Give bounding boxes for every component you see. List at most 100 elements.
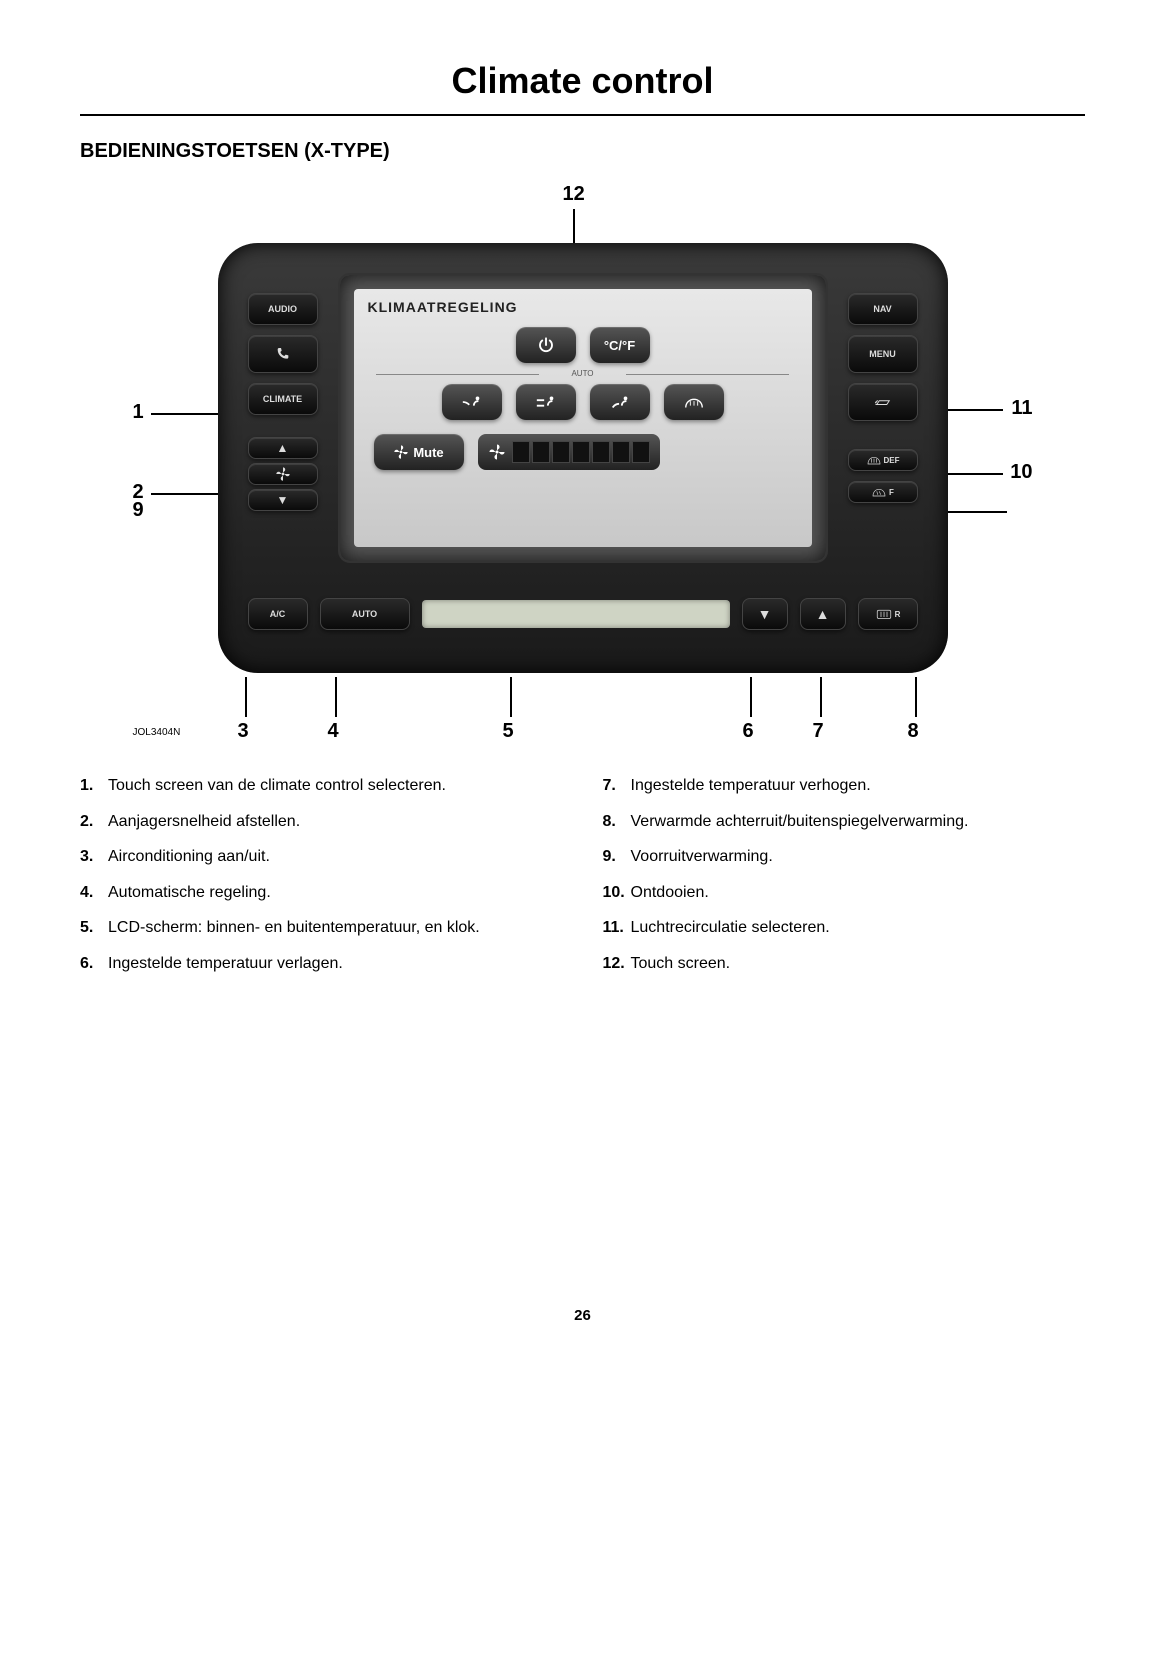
right-column: 7.Ingestelde temperatuur verhogen.8.Verw… — [603, 773, 1086, 987]
bottom-strip: A/C AUTO ▼ ▲ R — [248, 593, 918, 635]
list-item: 12.Touch screen. — [603, 951, 1086, 977]
defrost-icon — [866, 452, 882, 468]
callout-line — [943, 473, 1003, 475]
list-item: 6.Ingestelde temperatuur verlagen. — [80, 951, 563, 977]
ac-button[interactable]: A/C — [248, 598, 308, 630]
defrost-button[interactable]: DEF — [848, 449, 918, 471]
fan-button[interactable] — [248, 463, 318, 485]
item-number: 10. — [603, 880, 631, 906]
windshield-icon — [871, 484, 887, 500]
list-item: 1.Touch screen van de climate control se… — [80, 773, 563, 799]
item-number: 8. — [603, 809, 631, 835]
list-item: 9.Voorruitverwarming. — [603, 844, 1086, 870]
callout-line — [943, 409, 1003, 411]
callout-7: 7 — [813, 720, 824, 743]
defrost-label: DEF — [884, 456, 900, 465]
item-text: Touch screen van de climate control sele… — [108, 773, 446, 799]
climate-button[interactable]: CLIMATE — [248, 383, 318, 415]
list-item: 5.LCD-scherm: binnen- en buitentemperatu… — [80, 915, 563, 941]
section-title: BEDIENINGSTOETSEN (X-TYPE) — [80, 140, 1085, 163]
list-item: 10.Ontdooien. — [603, 880, 1086, 906]
fan-down-button[interactable]: ▼ — [248, 489, 318, 511]
callout-line — [510, 677, 512, 717]
description-columns: 1.Touch screen van de climate control se… — [80, 773, 1085, 987]
item-number: 7. — [603, 773, 631, 799]
callout-line — [151, 493, 229, 495]
callout-line — [943, 511, 1007, 513]
windshield-heat-button[interactable]: F — [848, 481, 918, 503]
item-number: 11. — [603, 915, 631, 941]
callout-10: 10 — [1010, 461, 1032, 484]
callout-line — [820, 677, 822, 717]
screen-frame: KLIMAATREGELING °C/°F AUTO — [338, 273, 828, 563]
item-text: Verwarmde achterruit/buitenspiegelverwar… — [631, 809, 969, 835]
mute-button[interactable]: Mute — [374, 434, 464, 470]
list-item: 3.Airconditioning aan/uit. — [80, 844, 563, 870]
temp-unit-button[interactable]: °C/°F — [590, 327, 650, 363]
item-text: Ingestelde temperatuur verhogen. — [631, 773, 871, 799]
callout-line — [335, 677, 337, 717]
touch-screen[interactable]: KLIMAATREGELING °C/°F AUTO — [354, 289, 812, 547]
screen-title: KLIMAATREGELING — [368, 299, 798, 315]
callout-line — [750, 677, 752, 717]
fan-icon — [273, 466, 293, 482]
temp-down-button[interactable]: ▼ — [742, 598, 788, 630]
front-label: F — [889, 488, 894, 497]
auto-button[interactable]: AUTO — [320, 598, 410, 630]
menu-button[interactable]: MENU — [848, 335, 918, 373]
item-number: 12. — [603, 951, 631, 977]
callout-1: 1 — [133, 401, 144, 424]
callout-line — [915, 677, 917, 717]
fan-small-icon — [393, 443, 409, 461]
air-mode-foot-button[interactable] — [590, 384, 650, 420]
rear-defrost-button[interactable]: R — [858, 598, 918, 630]
item-text: Ingestelde temperatuur verlagen. — [108, 951, 343, 977]
climate-control-panel: AUDIO CLIMATE ▲ ▼ NAV MENU — [218, 243, 948, 673]
phone-button[interactable] — [248, 335, 318, 373]
power-button[interactable] — [516, 327, 576, 363]
audio-button[interactable]: AUDIO — [248, 293, 318, 325]
auto-divider: AUTO — [368, 369, 798, 378]
callout-12: 12 — [563, 183, 585, 206]
callout-3: 3 — [238, 720, 249, 743]
list-item: 4.Automatische regeling. — [80, 880, 563, 906]
air-bilevel-icon — [535, 393, 557, 411]
item-text: Airconditioning aan/uit. — [108, 844, 270, 870]
recirculation-icon — [873, 394, 893, 410]
item-text: Voorruitverwarming. — [631, 844, 773, 870]
item-number: 1. — [80, 773, 108, 799]
list-item: 11.Luchtrecirculatie selecteren. — [603, 915, 1086, 941]
air-defrost-icon — [683, 393, 705, 411]
item-number: 6. — [80, 951, 108, 977]
temp-up-button[interactable]: ▲ — [800, 598, 846, 630]
right-button-column: NAV MENU DEF F — [848, 293, 918, 503]
fan-speed-bar[interactable] — [478, 434, 660, 470]
phone-icon — [273, 346, 293, 362]
air-mode-bilevel-button[interactable] — [516, 384, 576, 420]
callout-5: 5 — [503, 720, 514, 743]
callout-11: 11 — [1011, 397, 1032, 420]
callout-4: 4 — [328, 720, 339, 743]
item-text: Luchtrecirculatie selecteren. — [631, 915, 830, 941]
item-text: Automatische regeling. — [108, 880, 271, 906]
air-mode-face-button[interactable] — [442, 384, 502, 420]
mute-label: Mute — [413, 445, 443, 460]
rear-defrost-icon — [875, 608, 893, 620]
item-number: 9. — [603, 844, 631, 870]
item-number: 3. — [80, 844, 108, 870]
item-number: 2. — [80, 809, 108, 835]
fan-up-button[interactable]: ▲ — [248, 437, 318, 459]
item-number: 5. — [80, 915, 108, 941]
reference-code: JOL3404N — [133, 727, 181, 738]
air-face-icon — [461, 393, 483, 411]
item-text: Aanjagersnelheid afstellen. — [108, 809, 300, 835]
fan-bar-icon — [488, 443, 506, 461]
recirculation-button[interactable] — [848, 383, 918, 421]
list-item: 2.Aanjagersnelheid afstellen. — [80, 809, 563, 835]
air-mode-defrost-button[interactable] — [664, 384, 724, 420]
callout-9: 9 — [133, 499, 144, 522]
nav-button[interactable]: NAV — [848, 293, 918, 325]
item-number: 4. — [80, 880, 108, 906]
list-item: 7.Ingestelde temperatuur verhogen. — [603, 773, 1086, 799]
item-text: Touch screen. — [631, 951, 731, 977]
